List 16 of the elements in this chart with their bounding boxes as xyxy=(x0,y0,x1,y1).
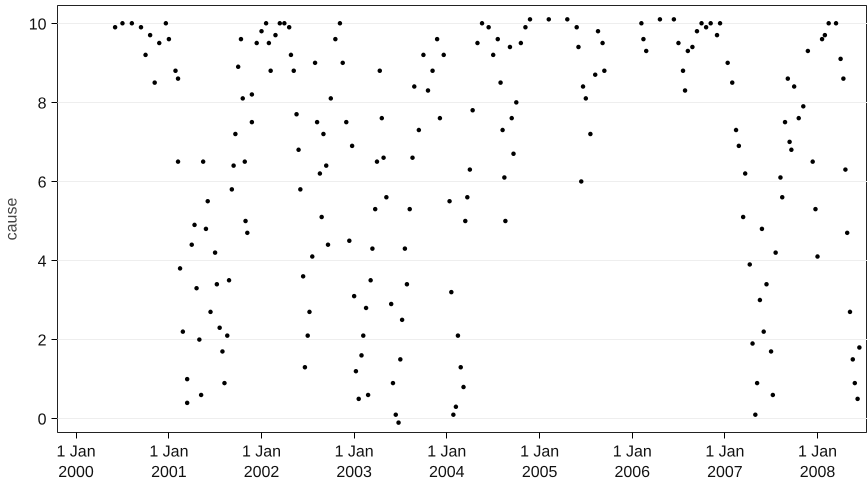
x-tick-label: 1 Jan 2002 xyxy=(242,444,282,481)
x-tick-label: 1 Jan 2004 xyxy=(427,444,466,481)
y-tick-label: 4 xyxy=(38,254,47,271)
y-axis-title: cause xyxy=(4,198,21,240)
x-tick-label: 1 Jan 2008 xyxy=(798,444,838,481)
x-tick-label: 1 Jan 2007 xyxy=(705,444,744,481)
x-tick-label: 1 Jan 2003 xyxy=(334,444,374,481)
y-tick-label: 8 xyxy=(38,95,47,112)
y-tick-label: 0 xyxy=(38,412,47,429)
x-tick-label: 1 Jan 2006 xyxy=(612,444,652,481)
y-tick-label: 2 xyxy=(38,332,47,350)
x-tick-label: 1 Jan 2005 xyxy=(520,444,560,481)
y-tick-label: 6 xyxy=(38,174,47,192)
x-tick-label: 1 Jan 2000 xyxy=(56,444,96,481)
x-tick-label: 1 Jan 2001 xyxy=(149,444,188,481)
y-tick-label: 10 xyxy=(28,16,47,34)
